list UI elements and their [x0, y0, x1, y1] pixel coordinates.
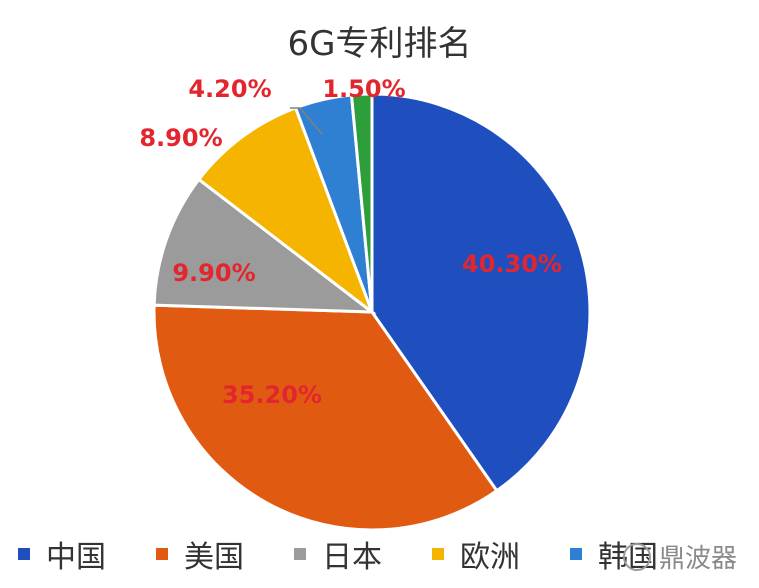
legend-item-japan: 日本	[294, 532, 382, 576]
label-leader-line	[290, 107, 323, 135]
watermark-text: 鼎波器	[658, 544, 737, 574]
legend-swatch-japan	[294, 548, 306, 560]
pie-slice-usa	[152, 303, 499, 532]
wechat-icon	[622, 542, 651, 571]
legend-label-china: 中国	[46, 540, 106, 575]
legend-item-china: 中国	[18, 532, 106, 576]
watermark: 鼎波器	[622, 538, 737, 575]
legend-item-usa: 美国	[156, 532, 244, 576]
legend-swatch-korea	[570, 548, 582, 560]
data-label-korea: 4.20%	[188, 75, 271, 103]
legend-label-usa: 美国	[184, 540, 244, 575]
legend-item-europe: 欧洲	[432, 532, 520, 576]
data-label-europe: 8.90%	[139, 124, 222, 152]
data-label-other: 1.50%	[322, 75, 405, 103]
pie-slice-china	[370, 92, 592, 493]
pie-slice-other	[349, 92, 374, 313]
legend-label-europe: 欧洲	[460, 540, 520, 575]
data-label-china: 40.30%	[462, 250, 562, 278]
chart-legend: 中国 美国 日本 欧洲 韩国	[18, 532, 708, 576]
pie-slice-europe	[196, 105, 376, 317]
legend-swatch-usa	[156, 548, 168, 560]
chart-title: 6G专利排名	[287, 24, 472, 64]
pie-slice-japan	[152, 177, 377, 314]
legend-swatch-china	[18, 548, 30, 560]
data-label-usa: 35.20%	[222, 381, 322, 409]
legend-label-japan: 日本	[322, 540, 382, 575]
legend-swatch-europe	[432, 548, 444, 560]
data-label-japan: 9.90%	[172, 259, 255, 287]
